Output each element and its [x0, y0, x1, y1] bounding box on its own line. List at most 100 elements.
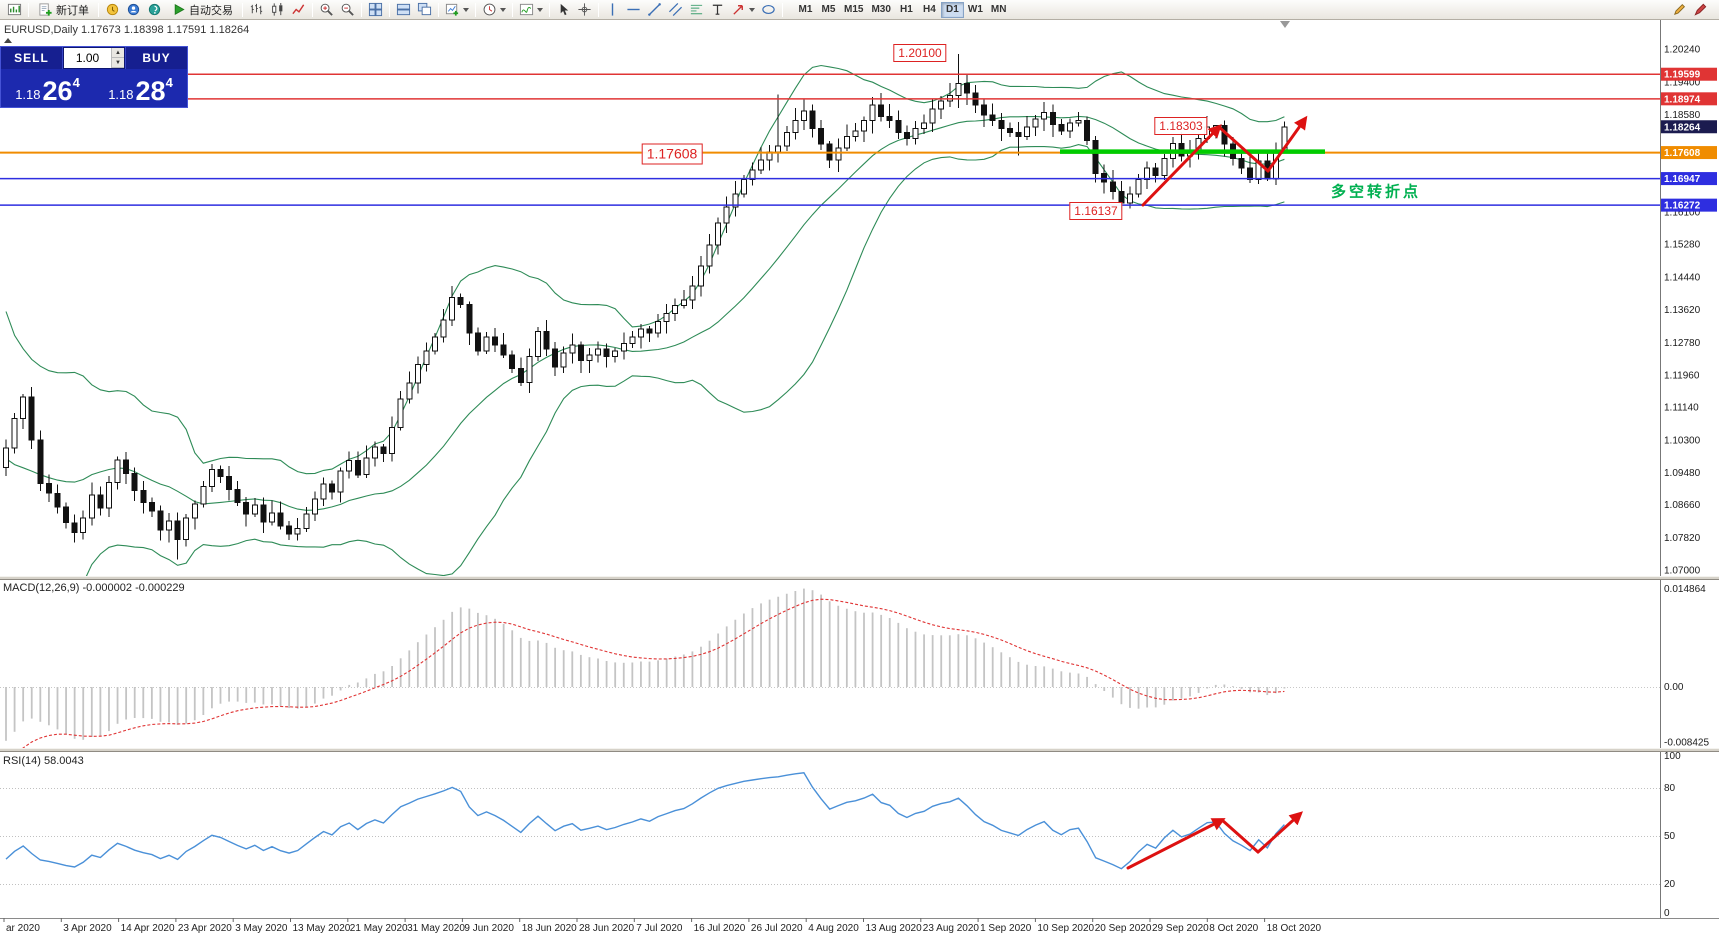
timeframe-h4-button[interactable]: H4 — [918, 2, 941, 18]
one-click-collapse-icon[interactable] — [4, 38, 12, 43]
lot-increase-button[interactable]: ▲ — [112, 48, 124, 58]
indicators-button[interactable] — [516, 1, 546, 19]
timeframe-d1-button[interactable]: D1 — [940, 1, 964, 18]
lot-decrease-button[interactable]: ▼ — [112, 58, 124, 68]
toolbar-separator — [475, 2, 476, 17]
zoom-in-button[interactable] — [316, 1, 337, 19]
rsi-scale-label: 100 — [1664, 751, 1681, 762]
timeframe-m5-button[interactable]: M5 — [817, 2, 840, 18]
bar-chart-button[interactable] — [246, 1, 267, 19]
date-label: ar 2020 — [6, 923, 40, 934]
pencil-button[interactable] — [1669, 1, 1690, 19]
auto-arrange-icon — [396, 3, 411, 16]
price-scale-label: 1.19400 — [1664, 78, 1701, 89]
timeframe-m15-button[interactable]: M15 — [840, 2, 867, 18]
date-label: 8 Oct 2020 — [1209, 923, 1258, 934]
trend-arrow[interactable] — [1217, 125, 1270, 173]
price-annotation[interactable]: 1.18303 — [1154, 117, 1208, 135]
date-label: 4 Aug 2020 — [808, 923, 859, 934]
toolbar-separator — [98, 2, 99, 17]
price-scale-label: 1.08660 — [1664, 500, 1701, 511]
fibonacci-button[interactable] — [686, 1, 707, 19]
vline-button[interactable] — [602, 1, 623, 19]
date-label: 3 May 2020 — [235, 923, 288, 934]
hline-button[interactable] — [623, 1, 644, 19]
chart-note-text[interactable]: 多空转折点 — [1330, 183, 1422, 201]
toolbar-separator — [361, 2, 362, 17]
buy-price-big: 28 — [135, 76, 166, 106]
date-label: 16 Jul 2020 — [694, 923, 746, 934]
chart-window-button[interactable] — [4, 1, 25, 19]
macd-scale-label: 0.014864 — [1664, 584, 1706, 595]
new-chart-button[interactable] — [442, 1, 472, 19]
trend-arrow[interactable] — [1220, 818, 1260, 854]
price-scale-label: 1.18580 — [1664, 110, 1701, 121]
timeframe-mn-button[interactable]: MN — [987, 2, 1011, 18]
price-scale-label: 1.07820 — [1664, 533, 1701, 544]
line-chart-button[interactable] — [288, 1, 309, 19]
price-annotation[interactable]: 1.17608 — [641, 143, 703, 165]
date-label: 7 Jul 2020 — [636, 923, 683, 934]
price-annotation[interactable]: 1.20100 — [893, 44, 947, 62]
alerts-button[interactable] — [102, 1, 123, 19]
pane-splitter[interactable] — [0, 576, 1719, 580]
symbol-ohlc-readout: EURUSD,Daily 1.17673 1.18398 1.17591 1.1… — [4, 24, 250, 36]
trend-arrow[interactable] — [1126, 818, 1226, 870]
cascade-button[interactable] — [414, 1, 435, 19]
trendline-icon — [648, 3, 661, 16]
timeframe-w1-button[interactable]: W1 — [964, 2, 987, 18]
price-tag — [1661, 198, 1717, 212]
bollinger-middle-band[interactable] — [5, 115, 1285, 511]
price-scale[interactable] — [1660, 20, 1719, 918]
price-scale-label: 1.16100 — [1664, 207, 1701, 218]
chart-shift-marker[interactable] — [1280, 21, 1290, 28]
support-button[interactable] — [144, 1, 165, 19]
time-scale[interactable] — [0, 918, 1719, 944]
price-scale-label: 1.11960 — [1664, 370, 1700, 381]
text-label-button[interactable] — [707, 1, 728, 19]
trend-arrow[interactable] — [1266, 115, 1308, 173]
lot-size-input[interactable] — [64, 48, 111, 68]
date-label: 1 Sep 2020 — [980, 923, 1032, 934]
date-label: 21 May 2020 — [350, 923, 408, 934]
candle-chart-button[interactable] — [267, 1, 288, 19]
bollinger-lower-band[interactable] — [6, 144, 1285, 606]
auto-arrange-button[interactable] — [393, 1, 414, 19]
marker-button[interactable] — [1690, 1, 1711, 19]
auto-trading-button[interactable]: 自动交易 — [165, 1, 239, 19]
shapes-button[interactable] — [758, 1, 779, 19]
timeframe-m1-button[interactable]: M1 — [794, 2, 817, 18]
price-tag — [1661, 120, 1717, 134]
community-button[interactable] — [123, 1, 144, 19]
timeframe-group: M1 M5 M15 M30 H1 H4 D1 W1 MN — [794, 1, 1011, 18]
date-label: 23 Apr 2020 — [178, 923, 232, 934]
buy-price[interactable]: 1.18 28 4 — [94, 69, 187, 107]
bollinger-upper-band[interactable] — [5, 64, 1285, 475]
trend-arrow[interactable] — [1141, 124, 1222, 207]
date-label: 18 Jun 2020 — [522, 923, 577, 934]
sell-button[interactable]: SELL — [1, 47, 63, 69]
price-scale-label: 1.14440 — [1664, 273, 1701, 284]
auto-trading-icon — [174, 4, 185, 15]
timeframe-m30-button[interactable]: M30 — [867, 2, 894, 18]
tile-windows-button[interactable] — [365, 1, 386, 19]
new-order-button[interactable]: 新订单 — [32, 1, 95, 19]
zoom-out-button[interactable] — [337, 1, 358, 19]
crosshair-button[interactable] — [574, 1, 595, 19]
rsi-scale-label: 80 — [1664, 783, 1676, 794]
periods-button[interactable] — [479, 1, 509, 19]
sell-price[interactable]: 1.18 26 4 — [1, 69, 94, 107]
price-tag — [1661, 146, 1717, 160]
cursor-button[interactable] — [553, 1, 574, 19]
buy-button[interactable]: BUY — [125, 47, 187, 69]
date-label: 3 Apr 2020 — [63, 923, 112, 934]
channel-button[interactable] — [665, 1, 686, 19]
trend-arrow[interactable] — [1256, 811, 1304, 854]
pane-splitter[interactable] — [0, 748, 1719, 752]
timeframe-h1-button[interactable]: H1 — [895, 2, 918, 18]
date-label: 18 Oct 2020 — [1267, 923, 1322, 934]
trendline-button[interactable] — [644, 1, 665, 19]
price-annotation[interactable]: 1.16137 — [1069, 202, 1123, 220]
arrow-tool-button[interactable] — [728, 1, 758, 19]
